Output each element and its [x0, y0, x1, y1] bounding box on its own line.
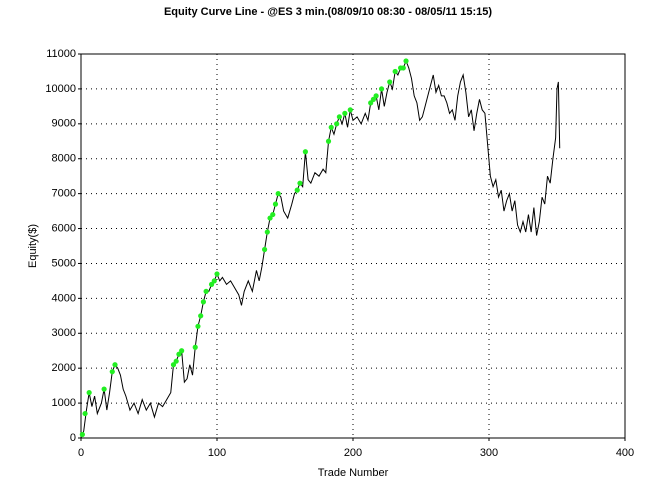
y-tick-label: 7000 [52, 188, 76, 200]
new-high-marker [347, 107, 353, 113]
new-high-marker [392, 68, 398, 75]
new-high-marker [272, 201, 279, 207]
y-tick-label: 8000 [52, 153, 76, 165]
y-tick-label: 9000 [52, 118, 76, 130]
new-high-marker [342, 110, 348, 116]
new-high-marker [214, 271, 220, 277]
x-tick-label: 0 [78, 447, 84, 459]
new-high-marker [378, 86, 385, 92]
new-high-marker [109, 369, 115, 375]
new-high-marker [368, 100, 374, 106]
new-high-marker [262, 246, 268, 253]
new-high-marker [294, 187, 300, 193]
new-high-marker [82, 410, 88, 417]
new-high-marker [370, 96, 376, 102]
new-high-marker [112, 362, 118, 368]
y-tick-label: 11000 [46, 48, 76, 60]
y-tick-label: 3000 [52, 327, 76, 339]
new-high-marker [176, 351, 182, 357]
y-tick-label: 10000 [45, 83, 76, 95]
new-high-marker [336, 114, 342, 120]
y-tick-label: 2000 [52, 362, 76, 374]
equity-line [80, 59, 561, 439]
new-high-marker [101, 386, 107, 392]
new-high-marker [297, 180, 303, 186]
new-high-marker [211, 278, 217, 284]
y-axis-label: Equity($) [27, 224, 39, 268]
new-high-marker [334, 121, 340, 127]
x-tick-label: 100 [208, 447, 226, 459]
new-high-marker [267, 215, 273, 221]
plot-frame [80, 53, 626, 439]
new-high-marker [86, 390, 92, 396]
new-high-marker [400, 65, 406, 71]
x-axis-label: Trade Number [318, 467, 389, 479]
new-high-marker [325, 138, 332, 144]
x-tick-label: 300 [480, 447, 498, 459]
x-tick-label: 400 [616, 447, 634, 459]
new-high-marker [173, 358, 179, 364]
new-high-marker [264, 229, 270, 235]
new-high-marker [195, 323, 201, 329]
new-high-marker [275, 191, 281, 197]
y-tick-label: 4000 [52, 292, 76, 304]
new-high-marker [270, 211, 276, 218]
x-tick-label: 200 [344, 447, 362, 459]
new-high-marker [208, 281, 215, 287]
y-tick-label: 5000 [52, 257, 76, 269]
new-high-marker [192, 344, 198, 350]
new-high-marker [403, 58, 409, 64]
new-high-marker [179, 348, 185, 354]
y-tick-label: 6000 [52, 222, 76, 234]
new-high-marker [79, 431, 85, 438]
y-tick-label: 0 [70, 432, 76, 444]
y-tick-label: 1000 [52, 397, 76, 409]
new-high-marker [373, 93, 379, 99]
new-high-marker [198, 313, 204, 319]
new-high-marker [200, 299, 206, 305]
new-high-marker [170, 362, 177, 368]
chart-title: Equity Curve Line - @ES 3 min.(08/09/10 … [164, 6, 492, 18]
new-high-marker [387, 79, 393, 85]
new-high-marker [203, 288, 209, 294]
new-high-marker [328, 124, 334, 130]
new-high-marker [302, 149, 308, 155]
